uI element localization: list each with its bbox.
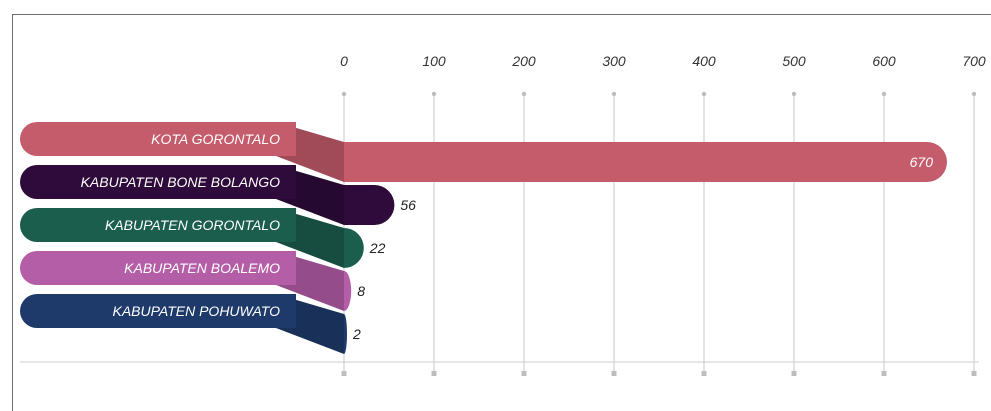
value-label: 2 xyxy=(352,326,361,342)
tick-dot xyxy=(521,91,527,97)
value-label: 56 xyxy=(400,197,416,213)
category-label: KABUPATEN BOALEMO xyxy=(124,260,280,276)
category-label-pill xyxy=(20,165,296,199)
category-label-pill xyxy=(20,251,296,285)
tick-mark xyxy=(611,371,617,376)
tick-dot xyxy=(971,91,977,97)
tick-dot xyxy=(431,91,437,97)
category-label: KOTA GORONTALO xyxy=(151,131,280,147)
x-axis: 0 100 200 300 400 500 600 700 xyxy=(20,53,986,363)
tick-mark xyxy=(341,371,347,376)
tick-dot xyxy=(341,91,347,97)
value-label: 670 xyxy=(910,154,934,170)
category-label-pill xyxy=(20,294,296,328)
tick-mark xyxy=(971,371,977,376)
bar-group: KABUPATEN BONE BOLANGO 56 xyxy=(20,165,416,225)
tick-mark xyxy=(431,371,437,376)
x-tick-label: 700 xyxy=(962,53,986,69)
tick-mark xyxy=(701,371,707,376)
bar xyxy=(344,185,395,225)
x-tick-label: 200 xyxy=(511,53,536,69)
bar xyxy=(344,228,364,268)
x-tick-label: 500 xyxy=(782,53,806,69)
tick-dot xyxy=(611,91,617,97)
x-tick-label: 300 xyxy=(602,53,626,69)
category-label: KABUPATEN GORONTALO xyxy=(105,217,280,233)
category-label-pill xyxy=(20,208,296,242)
tick-mark xyxy=(881,371,887,376)
bar-group: KABUPATEN POHUWATO 2 xyxy=(20,294,361,354)
tick-dot xyxy=(701,91,707,97)
bar xyxy=(344,271,352,311)
tick-dot xyxy=(791,91,797,97)
bar xyxy=(344,142,947,182)
tick-dot xyxy=(881,91,887,97)
x-tick-label: 100 xyxy=(422,53,446,69)
category-label: KABUPATEN POHUWATO xyxy=(112,303,280,319)
tick-mark xyxy=(791,371,797,376)
category-label-pill xyxy=(20,122,296,156)
bar-group: KABUPATEN GORONTALO 22 xyxy=(20,208,386,268)
x-tick-label: 0 xyxy=(340,53,348,69)
category-label: KABUPATEN BONE BOLANGO xyxy=(81,174,281,190)
bar-group: KOTA GORONTALO 670 xyxy=(20,122,947,182)
gridlines xyxy=(341,91,977,376)
x-tick-label: 400 xyxy=(692,53,716,69)
value-label: 22 xyxy=(369,240,386,256)
chart-frame xyxy=(12,14,991,411)
bar-group: KABUPATEN BOALEMO 8 xyxy=(20,251,365,311)
value-label: 8 xyxy=(357,283,365,299)
bars: KOTA GORONTALO 670 KABUPATEN BONE BOLANGO 5… xyxy=(20,122,947,354)
x-tick-label: 600 xyxy=(872,53,896,69)
bar xyxy=(344,314,347,354)
tick-mark xyxy=(521,371,527,376)
